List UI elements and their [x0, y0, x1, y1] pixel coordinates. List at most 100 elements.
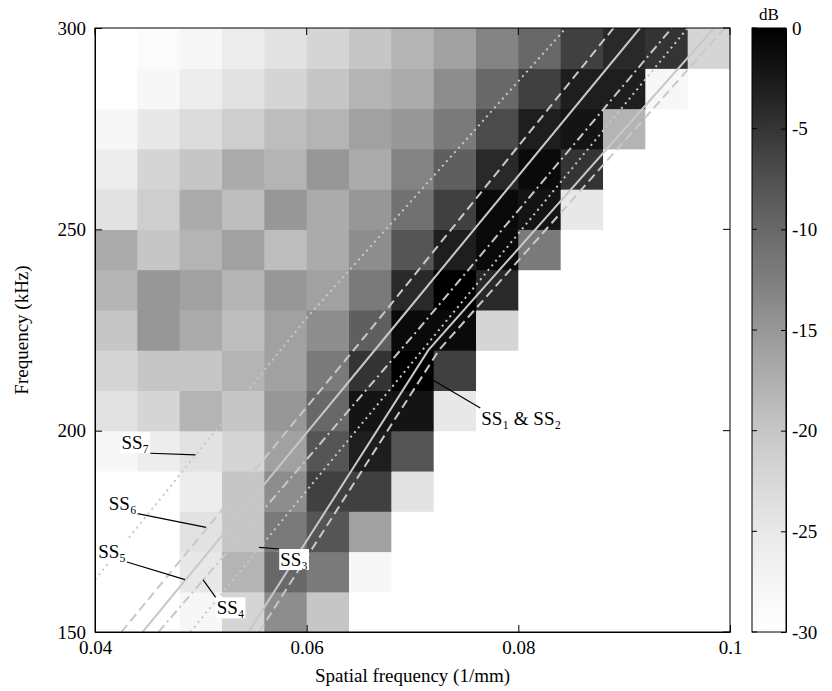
tick-label: -10 — [792, 219, 817, 240]
heatmap-cell — [222, 68, 265, 109]
heatmap-cell — [518, 350, 561, 391]
heatmap-cell — [561, 310, 604, 351]
annotation-background — [108, 493, 138, 514]
heatmap-cell — [476, 592, 519, 632]
heatmap-cell — [561, 592, 604, 632]
heatmap-cell — [307, 592, 350, 632]
heatmap-cell — [518, 511, 561, 552]
heatmap-cell — [349, 390, 392, 431]
tick-label: 0 — [792, 18, 802, 39]
tick-mark — [781, 531, 786, 532]
heatmap-cell — [95, 390, 138, 431]
heatmap-cell — [349, 149, 392, 190]
heatmap-cell — [264, 28, 307, 69]
heatmap-cell — [349, 28, 392, 69]
heatmap-cell — [518, 28, 561, 69]
heatmap-cell — [603, 270, 646, 311]
heatmap-cell — [391, 28, 434, 69]
heatmap-cell — [434, 471, 477, 512]
heatmap-cell — [688, 471, 730, 512]
tick-mark — [95, 229, 102, 230]
heatmap-cell — [95, 149, 138, 190]
heatmap-cell — [137, 471, 180, 512]
heatmap-cell — [391, 109, 434, 150]
tick-mark — [781, 229, 786, 230]
heatmap-cell — [645, 471, 688, 512]
heatmap — [95, 28, 730, 632]
heatmap-cell — [561, 350, 604, 391]
tick-mark — [752, 128, 757, 129]
heatmap-cell — [180, 270, 223, 311]
heatmap-cell — [561, 270, 604, 311]
annotation: SS₆ — [108, 493, 206, 528]
tick-mark — [723, 28, 730, 29]
heatmap-cell — [264, 310, 307, 351]
heatmap-cell — [95, 109, 138, 150]
annotation-label: SS₇ — [121, 432, 149, 453]
heatmap-cell — [476, 551, 519, 592]
heatmap-cell — [476, 471, 519, 512]
plot-background — [95, 28, 730, 632]
heatmap-cell — [603, 551, 646, 592]
heatmap-cell — [476, 189, 519, 230]
heatmap-cell — [264, 390, 307, 431]
tick: -15 — [781, 320, 817, 341]
heatmap-cell — [264, 68, 307, 109]
heatmap-cell — [518, 471, 561, 512]
colorbar-title: dB — [759, 5, 779, 24]
heatmap-cell — [603, 229, 646, 270]
annotation: SS₄ — [203, 580, 246, 619]
heatmap-cell — [349, 592, 392, 632]
heatmap-cell — [688, 109, 730, 150]
tick-mark — [518, 28, 519, 35]
tick-mark — [730, 28, 731, 35]
heatmap-cell — [95, 68, 138, 109]
heatmap-cell — [137, 390, 180, 431]
heatmap-cell — [180, 471, 223, 512]
chart-svg: 0.040.060.080.1150200250300Spatial frequ… — [0, 0, 832, 691]
heatmap-cell — [222, 551, 265, 592]
heatmap-cell — [307, 149, 350, 190]
y-axis-title: Frequency (kHz) — [11, 265, 33, 394]
tick-mark — [307, 625, 308, 632]
annotation: SS₇ — [120, 432, 195, 455]
colorbar — [752, 28, 786, 632]
heatmap-cell — [518, 592, 561, 632]
heatmap-cell — [95, 189, 138, 230]
tick-mark — [752, 531, 757, 532]
heatmap-cell — [434, 511, 477, 552]
heatmap-cell — [180, 28, 223, 69]
mirror-ticks — [95, 28, 730, 632]
tick-label: 150 — [58, 622, 87, 643]
curve — [143, 28, 640, 632]
heatmap-cell — [222, 189, 265, 230]
heatmap-cell — [180, 310, 223, 351]
heatmap-cell — [391, 229, 434, 270]
annotation-label: SS₅ — [98, 541, 126, 562]
heatmap-cell — [222, 149, 265, 190]
annotations: SS₇ SS₆ SS₅ SS₄ SS₃ SS₁ & SS₂ — [97, 374, 562, 618]
annotation-label: SS₃ — [280, 549, 308, 570]
annotation: SS₃ — [259, 547, 309, 570]
heatmap-cell — [137, 350, 180, 391]
heatmap-cell — [391, 350, 434, 391]
heatmap-cell — [434, 28, 477, 69]
tick-mark — [95, 632, 102, 633]
annotation-leader — [259, 547, 279, 549]
heatmap-cell — [688, 511, 730, 552]
heatmap-cell — [307, 310, 350, 351]
heatmap-cell — [561, 109, 604, 150]
heatmap-cell — [688, 149, 730, 190]
heatmap-cell — [180, 551, 223, 592]
tick-mark — [752, 330, 757, 331]
tick: 200 — [58, 420, 103, 441]
heatmap-cell — [476, 431, 519, 472]
tick-mark — [752, 28, 757, 29]
heatmap-cell — [180, 350, 223, 391]
annotation-label: SS₁ & SS₂ — [481, 408, 561, 429]
heatmap-cell — [688, 68, 730, 109]
heatmap-cell — [95, 28, 138, 69]
heatmap-cell — [645, 189, 688, 230]
tick-mark — [781, 129, 786, 130]
heatmap-cell — [434, 109, 477, 150]
